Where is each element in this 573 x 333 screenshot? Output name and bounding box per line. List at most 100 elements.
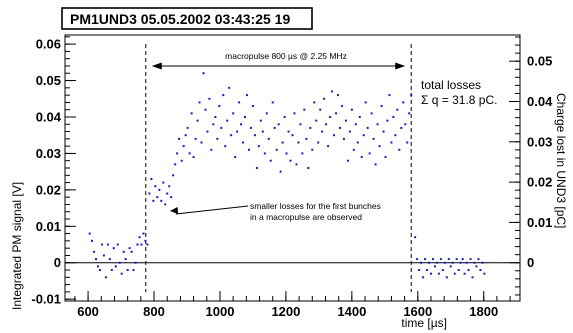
data-point	[253, 134, 256, 137]
data-point	[305, 137, 308, 140]
data-point	[370, 112, 373, 115]
data-point	[249, 126, 252, 129]
data-point	[471, 276, 474, 279]
data-point	[447, 258, 450, 261]
data-point	[144, 239, 147, 242]
data-point	[382, 130, 385, 133]
data-point	[186, 126, 189, 129]
x-tick-label: 1200	[271, 304, 300, 319]
data-point	[404, 123, 407, 126]
data-point	[449, 265, 452, 268]
data-point	[469, 258, 472, 261]
data-point	[315, 119, 318, 122]
data-point	[424, 258, 427, 261]
data-point	[396, 108, 399, 111]
data-point	[311, 148, 314, 151]
data-point	[190, 112, 193, 115]
data-series	[88, 72, 486, 279]
data-point	[200, 141, 203, 144]
data-point	[307, 167, 310, 169]
data-point	[418, 269, 421, 272]
data-point	[459, 261, 462, 264]
data-point	[88, 232, 91, 235]
data-point	[204, 108, 207, 111]
y2-tick-label: 0.03	[527, 134, 552, 149]
data-point	[323, 97, 326, 100]
data-point	[475, 265, 478, 268]
x-tick-label: 1800	[469, 304, 498, 319]
x-axis-ticks: 600 800 1000 1200 1400 1600 1800	[74, 291, 511, 319]
data-point	[106, 243, 109, 246]
data-point	[212, 123, 215, 126]
y-axis-title: Integrated PM signal [V]	[10, 182, 24, 310]
total-losses-line2: Σ q = 31.8 pC.	[421, 93, 497, 107]
data-point	[380, 105, 383, 108]
y2-tick-label: 0.01	[527, 215, 552, 230]
data-point	[455, 258, 458, 261]
x-tick-label: 1400	[337, 304, 366, 319]
data-point	[368, 152, 371, 155]
y2-tick-label: 0.02	[527, 175, 552, 190]
data-point	[437, 272, 440, 275]
title-box: PM1UND3 05.05.2002 03:43:25 19	[61, 7, 313, 30]
data-point	[414, 236, 417, 239]
data-point	[295, 163, 298, 166]
total-losses-annotation: total losses Σ q = 31.8 pC.	[421, 78, 497, 107]
data-point	[360, 156, 363, 159]
data-point	[222, 94, 225, 97]
data-point	[244, 115, 247, 118]
data-point	[402, 101, 405, 104]
data-point	[352, 148, 355, 151]
macropulse-arrow-head-right	[395, 62, 406, 70]
data-point	[226, 119, 229, 122]
data-point	[378, 145, 381, 148]
x-tick-label: 1000	[206, 304, 235, 319]
data-point	[354, 123, 357, 126]
data-point	[331, 90, 334, 93]
data-point	[116, 243, 119, 246]
data-point	[218, 105, 221, 108]
y-tick-label: 0	[54, 255, 61, 270]
data-point	[441, 269, 444, 272]
data-point	[196, 119, 199, 122]
x-tick-label: 800	[143, 304, 165, 319]
data-point	[388, 94, 391, 97]
y-tick-label: -0.01	[31, 292, 61, 307]
data-point	[319, 108, 322, 111]
data-point	[429, 272, 432, 275]
data-point	[124, 258, 127, 261]
y-tick-label: 0.02	[36, 182, 61, 197]
data-point	[335, 112, 338, 115]
data-point	[479, 269, 482, 272]
data-point	[281, 141, 284, 144]
data-point	[162, 181, 165, 184]
data-point	[267, 137, 270, 140]
y-tick-label: 0.04	[36, 109, 62, 124]
plot-frame	[64, 34, 521, 302]
data-point	[435, 261, 438, 264]
data-point	[136, 243, 139, 246]
data-point	[176, 152, 179, 155]
data-point	[299, 123, 302, 126]
data-point	[457, 269, 460, 272]
data-point	[333, 134, 336, 137]
data-point	[398, 148, 401, 151]
data-point	[467, 269, 470, 272]
title-frame	[61, 7, 313, 30]
data-point	[364, 101, 367, 104]
y-tick-label: 0.06	[36, 37, 61, 52]
data-point	[313, 101, 316, 104]
data-point	[100, 243, 103, 246]
data-point	[194, 137, 197, 140]
data-point	[128, 247, 131, 250]
data-point	[140, 243, 143, 246]
data-point	[390, 141, 393, 144]
data-point	[156, 196, 159, 199]
macropulse-annotation: macropulse 800 µs @ 2.25 MHz	[151, 51, 406, 70]
data-point	[108, 258, 111, 261]
data-point	[269, 159, 272, 162]
y-axis-ticks: -0.01 0 0.01 0.02 0.03 0.04 0.05 0.06	[31, 36, 76, 307]
data-point	[166, 192, 169, 195]
data-point	[112, 247, 115, 250]
data-point	[247, 148, 250, 151]
